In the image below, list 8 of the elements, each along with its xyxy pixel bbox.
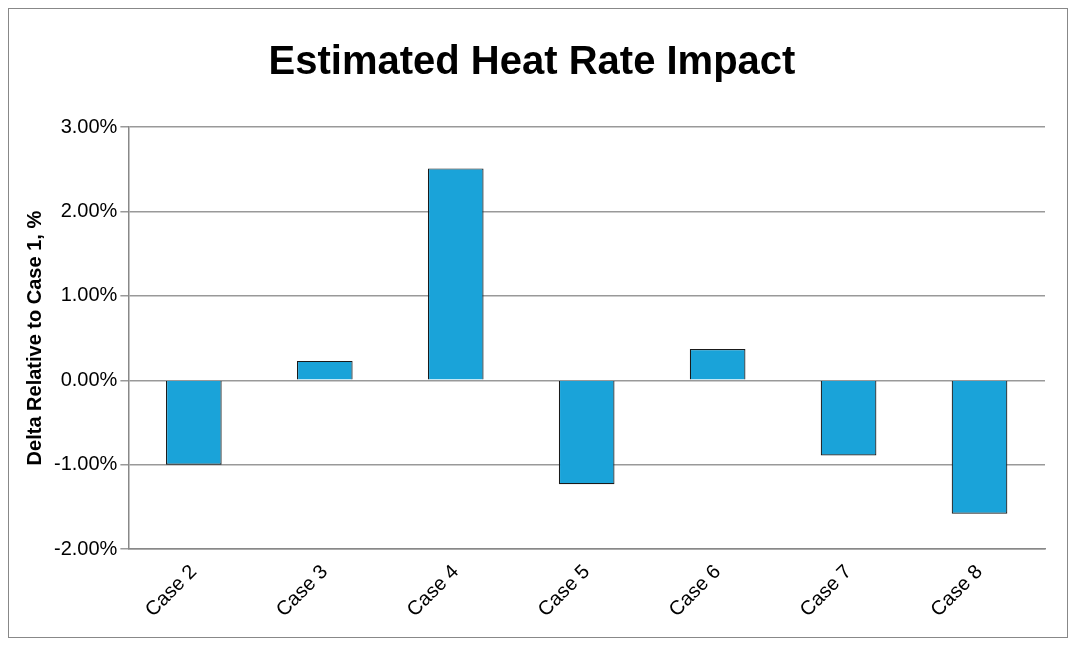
y-tick-label: -1.00% [53,452,118,475]
chart-title: Estimated Heat Rate Impact [268,38,796,83]
y-tick-label: 0.00% [60,367,118,390]
y-tick-label: 1.00% [60,283,118,306]
y-tick-label: 2.00% [60,198,118,221]
y-axis-title: Delta Relative to Case 1, % [22,210,45,466]
y-tick-label: -2.00% [53,536,118,559]
y-tick-label: 3.00% [60,114,118,137]
